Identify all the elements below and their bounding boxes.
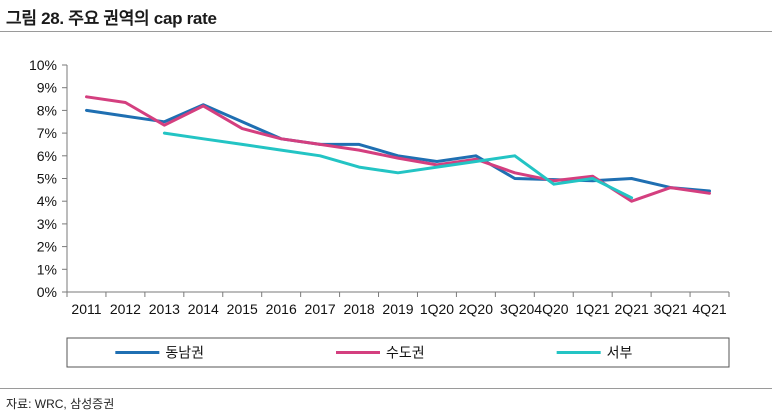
x-tick-label: 2016 [266,301,297,317]
data-point-series-3 [474,160,478,163]
data-point-series-3 [552,182,555,186]
data-point-series-1 [474,154,478,157]
data-point-series-1 [241,120,244,123]
x-tick-label: 2019 [382,301,413,317]
data-point-series-2 [396,156,400,160]
x-tick-label: 2Q21 [615,301,649,317]
legend-box [66,337,730,368]
data-point-series-3 [318,154,322,157]
y-tick-label: 7% [37,125,57,141]
x-tick-label: 2014 [188,301,219,317]
legend: 동남권 수도권 서부 [66,337,730,368]
data-point-series-2 [513,171,517,175]
data-point-series-2 [202,104,205,108]
x-tick-label: 2011 [71,301,101,317]
x-tick-label: 2Q20 [459,301,493,317]
y-tick-label: 0% [37,284,57,300]
data-point-series-3 [357,165,361,169]
legend-label-2: 수도권 [386,345,425,361]
data-point-series-2 [708,192,711,195]
series-line-2 [85,95,711,203]
x-tick-label: 3Q204Q20 [500,301,569,317]
x-tick-label: 2012 [110,301,141,317]
data-point-series-2 [318,143,322,146]
y-tick-label: 6% [37,148,57,164]
data-point-series-3 [202,137,205,140]
data-point-series-2 [357,148,361,152]
data-point-series-1 [124,114,127,118]
data-point-series-2 [474,158,478,161]
y-tick-label: 2% [37,239,57,255]
data-point-series-1 [513,177,517,180]
x-tick-label: 2018 [343,301,374,317]
y-tick-label: 8% [37,102,57,118]
legend-label-1: 동남권 [165,345,204,361]
data-point-series-1 [85,109,88,112]
data-point-series-2 [85,95,88,98]
data-point-series-3 [591,177,594,180]
data-point-series-2 [591,175,594,178]
legend-label-3: 서부 [607,345,633,361]
x-tick-label: 2017 [305,301,336,317]
data-point-series-2 [124,101,127,104]
y-axis: 0% 1% 2% 3% 4% 5% 6% 7% 8% 9% 10% [29,57,68,300]
source-divider [0,388,772,389]
data-point-series-1 [435,160,439,163]
data-point-series-3 [163,131,166,135]
data-point-series-2 [630,200,633,203]
data-point-series-3 [513,154,517,157]
data-point-series-1 [630,177,633,180]
data-point-series-3 [630,196,633,199]
data-point-series-1 [357,143,361,146]
x-tick-label: 3Q21 [653,301,687,317]
series-layer [85,95,711,203]
x-axis: 2011 2012 2013 2014 2015 2016 2017 2018 2019 1Q20… [66,291,730,317]
data-point-series-2 [279,137,283,140]
y-tick-label: 5% [37,171,57,187]
x-tick-label: 4Q21 [692,301,726,317]
x-tick-label: 1Q21 [576,301,610,317]
title-divider [0,31,772,32]
series-line-3 [162,131,634,200]
y-tick-label: 9% [37,80,57,96]
data-point-series-3 [279,148,283,152]
x-tick-label: 1Q20 [420,301,454,317]
y-tick-label: 4% [37,193,57,209]
data-point-series-3 [241,143,244,146]
source-note: 자료: WRC, 삼성증권 [6,397,115,411]
data-point-series-2 [552,179,555,182]
data-point-series-3 [435,165,439,169]
data-point-series-2 [435,163,439,167]
data-point-series-1 [163,120,166,123]
data-point-series-2 [163,123,166,127]
data-point-series-2 [241,127,244,130]
x-tick-label: 2013 [149,301,180,317]
data-point-series-1 [708,189,711,193]
y-tick-label: 3% [37,216,57,232]
line-chart: 0% 1% 2% 3% 4% 5% 6% 7% 8% 9% 10% 2011 2012 2013 2014… [29,57,730,368]
x-tick-label: 2015 [227,301,258,317]
data-point-series-1 [396,154,400,157]
y-tick-label: 10% [29,57,57,73]
data-point-series-3 [396,171,400,175]
data-point-series-2 [669,186,672,189]
chart-title: 그림 28. 주요 권역의 cap rate [6,9,217,28]
y-tick-label: 1% [37,261,57,277]
